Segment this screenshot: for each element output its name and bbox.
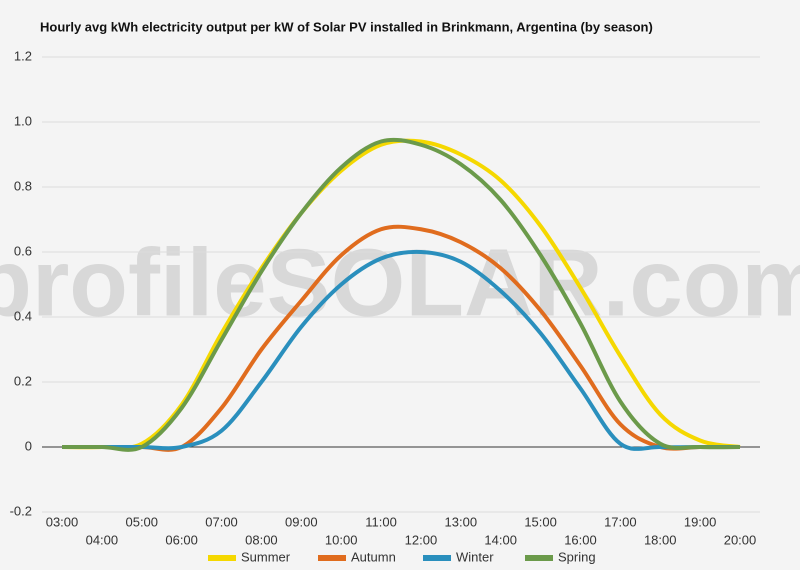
- x-tick-label: 16:00: [564, 532, 597, 547]
- y-tick-label: 0.8: [14, 178, 32, 193]
- series-line: [62, 137, 741, 452]
- x-tick-label: 06:00: [165, 532, 198, 547]
- y-tick-label: -0.2: [10, 503, 32, 518]
- y-tick-label: 0.2: [14, 373, 32, 388]
- x-tick-label: 04:00: [86, 532, 119, 547]
- x-tick-label: 19:00: [684, 514, 717, 529]
- series-line: [62, 249, 740, 451]
- y-tick-label: 0.6: [14, 243, 32, 258]
- watermark: profileSOLAR.com: [0, 229, 800, 336]
- legend-label: Winter: [456, 549, 494, 564]
- legend-swatch: [208, 555, 236, 561]
- x-tick-label: 20:00: [724, 532, 757, 547]
- legend-label: Autumn: [351, 549, 396, 564]
- x-tick-label: 10:00: [325, 532, 358, 547]
- legend-label: Spring: [558, 549, 596, 564]
- y-tick-label: 1.2: [14, 48, 32, 63]
- x-tick-label: 13:00: [445, 514, 478, 529]
- x-tick-label: 08:00: [245, 532, 278, 547]
- x-tick-label: 11:00: [365, 514, 397, 529]
- chart-title: Hourly avg kWh electricity output per kW…: [40, 19, 653, 34]
- x-tick-label: 12:00: [405, 532, 438, 547]
- legend-swatch: [525, 555, 553, 561]
- y-tick-label: 0.4: [14, 308, 32, 323]
- y-tick-label: 0: [25, 438, 32, 453]
- x-tick-label: 18:00: [644, 532, 677, 547]
- legend-swatch: [318, 555, 346, 561]
- x-tick-label: 03:00: [46, 514, 79, 529]
- x-tick-label: 09:00: [285, 514, 318, 529]
- x-tick-label: 15:00: [524, 514, 557, 529]
- x-tick-label: 05:00: [125, 514, 158, 529]
- y-tick-label: 1.0: [14, 113, 32, 128]
- legend-label: Summer: [241, 549, 291, 564]
- x-tick-label: 07:00: [205, 514, 238, 529]
- legend-swatch: [423, 555, 451, 561]
- x-tick-label: 17:00: [604, 514, 637, 529]
- x-tick-label: 14:00: [484, 532, 517, 547]
